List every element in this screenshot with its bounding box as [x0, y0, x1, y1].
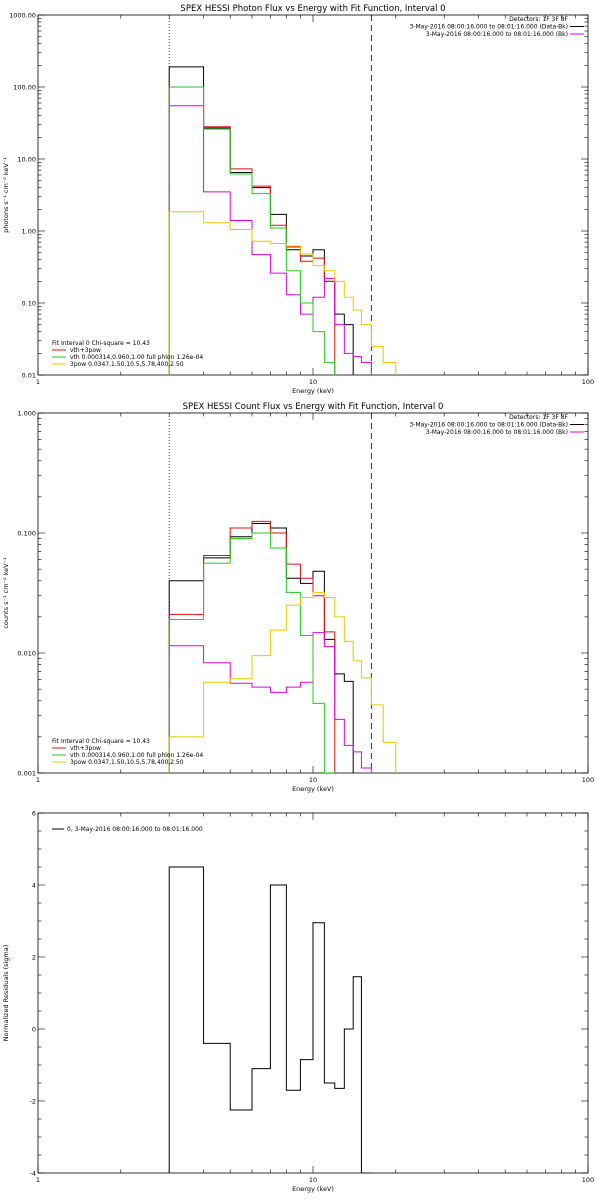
legend-left-text: 3pow 0.0347,1.50,10.5,5.78,400,2.50 — [70, 759, 184, 766]
series-line-2 — [168, 520, 336, 773]
y-tick-label: 0.01 — [22, 372, 36, 380]
legend-left-text: vth+3pow — [70, 347, 101, 354]
x-tick-label: 1 — [36, 1176, 40, 1184]
y-tick-label: 1.000 — [17, 410, 36, 418]
legend-right-text: 3-May-2016 08:00:16.000 to 08:01:16.000 … — [426, 429, 568, 436]
y-tick-label: 0.10 — [22, 300, 36, 308]
legend-left-text: vth+3pow — [70, 745, 101, 752]
legend-left-text: vth 0.000314,0.960,1.00 full phlon 1.26e… — [70, 354, 203, 361]
y-tick-label: 100.00 — [13, 84, 36, 92]
chart-panel-1: SPEX HESSI Photon Flux vs Energy with Fi… — [2, 4, 594, 395]
x-tick-label: 1 — [36, 378, 40, 386]
chart-title: SPEX HESSI Count Flux vs Energy with Fit… — [183, 402, 444, 412]
legend-right-text: 3-May-2016 08:00:16.000 to 08:01:16.000 … — [426, 31, 568, 38]
legend-left-text: vth 0.000314,0.960,1.00 full phlon 1.26e… — [70, 752, 203, 759]
series-line-5 — [168, 591, 397, 773]
series-line-2 — [168, 86, 336, 375]
legend-top-text: 0, 3-May-2016 08:00:16.000 to 08:01:16.0… — [67, 826, 203, 833]
series-group — [168, 866, 372, 1173]
x-tick-label: 1 — [36, 776, 40, 784]
legend-right-text: Detectors: 1F 3F 8F — [509, 414, 568, 421]
series-line-5 — [168, 211, 397, 375]
legend-right-text: 3-May-2016 08:00:16.000 to 08:01:16.000 … — [409, 24, 568, 31]
x-axis-label: Energy (keV) — [292, 785, 334, 793]
x-tick-label: 100 — [582, 1176, 594, 1184]
x-tick-label: 10 — [309, 378, 317, 386]
y-tick-label: 1000.00 — [9, 12, 36, 20]
y-tick-label: 0.010 — [17, 650, 36, 658]
series-line-1 — [168, 866, 372, 1173]
x-tick-label: 10 — [309, 1176, 317, 1184]
chart-panel-2: SPEX HESSI Count Flux vs Energy with Fit… — [2, 402, 594, 793]
y-axis-label: photons s⁻¹ cm⁻² keV⁻¹ — [2, 157, 10, 233]
y-tick-label: 1.00 — [22, 228, 36, 236]
legend-left-text: Fit Interval 0 Chi-square = 10.43 — [52, 738, 150, 745]
x-axis-label: Energy (keV) — [292, 387, 334, 395]
y-tick-label: 0.001 — [17, 770, 36, 778]
y-axis-label: counts s⁻¹ cm⁻² keV⁻¹ — [2, 557, 10, 629]
x-tick-label: 100 — [582, 776, 594, 784]
y-axis-label: Normalized Residuals (sigma) — [2, 945, 10, 1042]
series-line-4 — [168, 532, 336, 773]
series-line-3 — [168, 632, 372, 773]
y-tick-label: 0.100 — [17, 530, 36, 538]
legend-left-text: Fit Interval 0 Chi-square = 10.43 — [52, 340, 150, 347]
y-tick-label: 10.00 — [17, 156, 36, 164]
y-tick-label: -4 — [30, 1170, 36, 1178]
y-tick-label: 0 — [32, 1026, 36, 1034]
series-line-1 — [168, 523, 354, 773]
x-axis-label: Energy (keV) — [292, 1185, 334, 1193]
legend-right-text: Detectors: 1F 3F 8F — [509, 16, 568, 23]
series-group — [168, 66, 397, 375]
x-tick-label: 100 — [582, 378, 594, 386]
series-line-3 — [168, 105, 372, 375]
y-tick-label: -2 — [30, 1098, 36, 1106]
series-line-4 — [168, 86, 336, 375]
y-tick-label: 4 — [32, 882, 36, 890]
series-group — [168, 520, 397, 773]
legend-left-text: 3pow 0.0347,1.50,10.5,5.78,400,2.50 — [70, 361, 184, 368]
y-tick-label: 2 — [32, 954, 36, 962]
series-line-1 — [168, 66, 354, 375]
x-tick-label: 10 — [309, 776, 317, 784]
chart-title: SPEX HESSI Photon Flux vs Energy with Fi… — [180, 4, 445, 14]
y-tick-label: 6 — [32, 810, 36, 818]
chart-panel-3: 1 10 100 Energy (keV) -4 -2 0 2 4 6 Normalized Res… — [2, 810, 594, 1194]
legend-right-text: 3-May-2016 08:00:16.000 to 08:01:16.000 … — [409, 422, 568, 429]
